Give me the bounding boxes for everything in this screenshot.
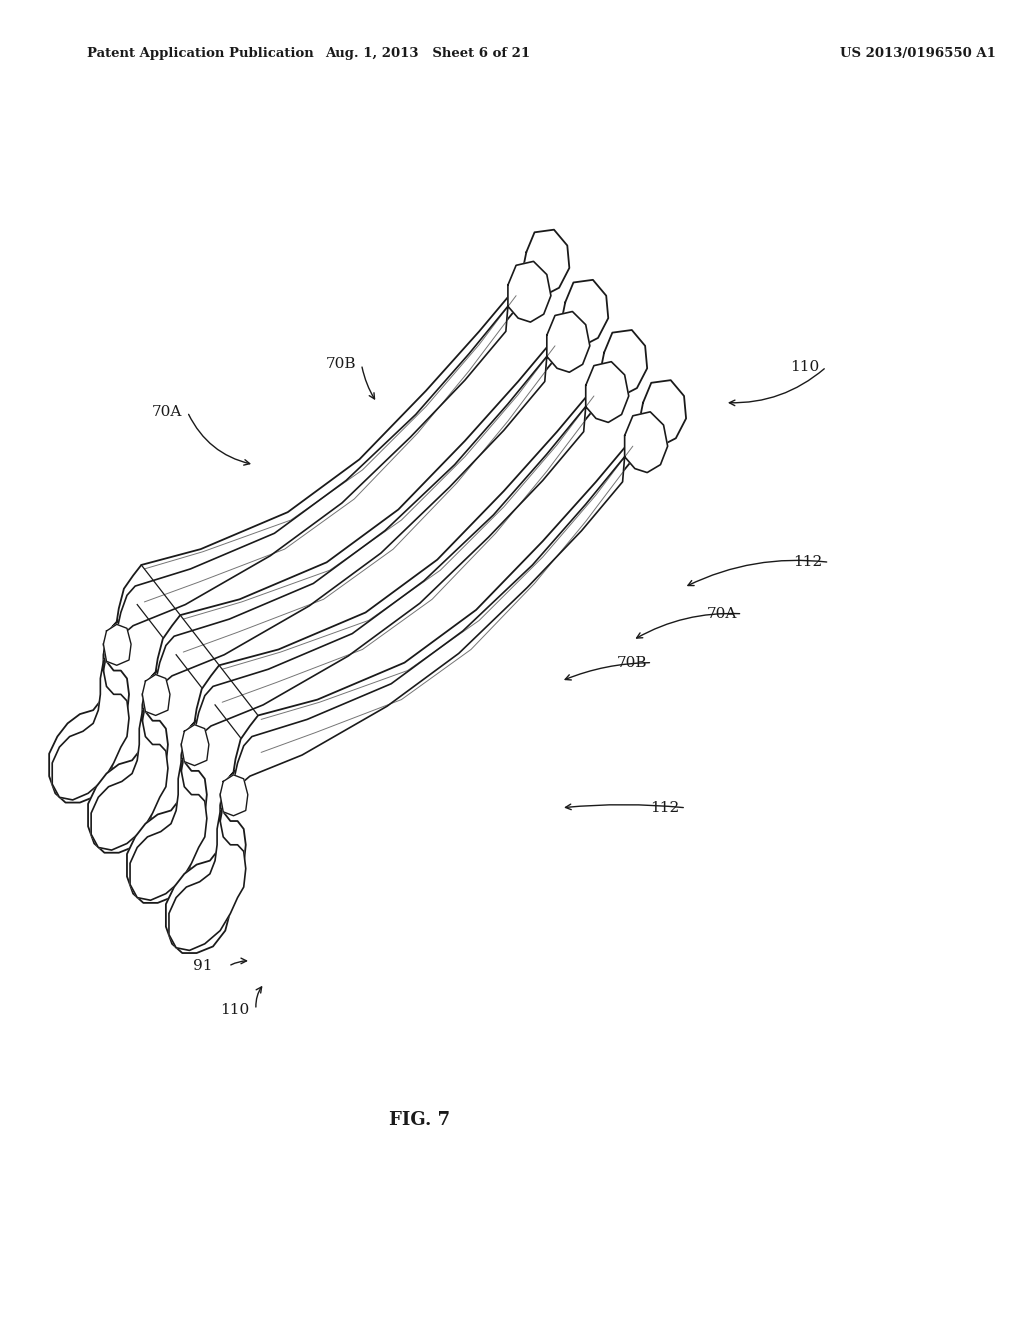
Polygon shape xyxy=(130,362,629,900)
Text: 70B: 70B xyxy=(616,656,647,669)
Polygon shape xyxy=(220,775,248,816)
Text: 70A: 70A xyxy=(707,607,737,620)
Text: Patent Application Publication: Patent Application Publication xyxy=(87,46,313,59)
Text: Aug. 1, 2013   Sheet 6 of 21: Aug. 1, 2013 Sheet 6 of 21 xyxy=(326,46,530,59)
Polygon shape xyxy=(142,675,170,715)
Text: FIG. 7: FIG. 7 xyxy=(389,1110,451,1129)
Polygon shape xyxy=(127,330,647,903)
Polygon shape xyxy=(181,725,209,766)
Text: 91: 91 xyxy=(193,960,212,973)
Polygon shape xyxy=(169,412,668,950)
Text: 112: 112 xyxy=(794,556,823,569)
Polygon shape xyxy=(166,380,686,953)
Polygon shape xyxy=(103,624,131,665)
Text: 110: 110 xyxy=(791,360,820,374)
Text: 70A: 70A xyxy=(152,405,182,418)
Polygon shape xyxy=(88,280,608,853)
Text: 112: 112 xyxy=(650,801,680,814)
Text: US 2013/0196550 A1: US 2013/0196550 A1 xyxy=(840,46,995,59)
Text: 110: 110 xyxy=(220,1003,250,1016)
Polygon shape xyxy=(49,230,569,803)
Polygon shape xyxy=(52,261,551,800)
Polygon shape xyxy=(91,312,590,850)
Text: 70B: 70B xyxy=(326,358,356,371)
